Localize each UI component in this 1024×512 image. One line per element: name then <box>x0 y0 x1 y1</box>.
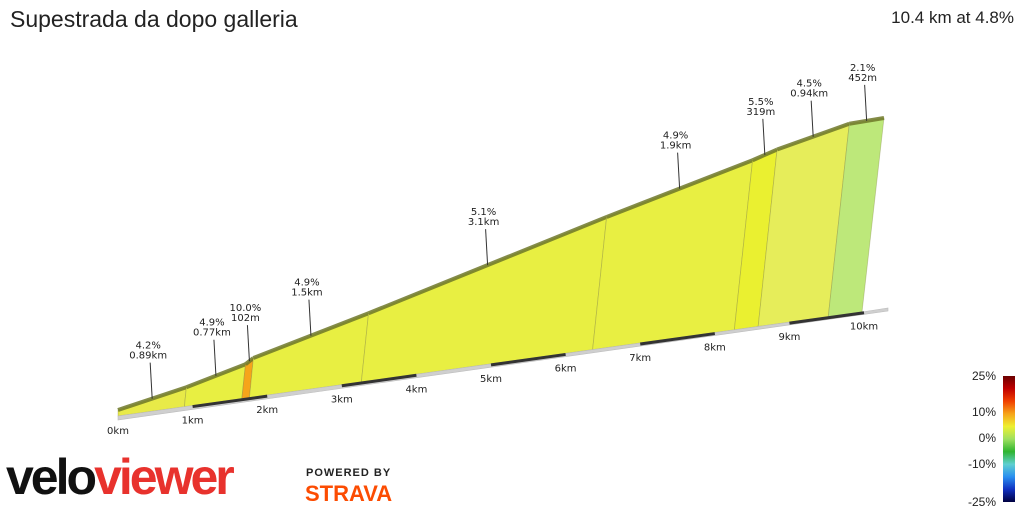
gradient-legend: 25% 10% 0% -10% -25% <box>968 369 1015 509</box>
km-band <box>640 332 716 346</box>
veloviewer-logo-viewer: viewer <box>94 449 235 505</box>
segment-gradient-label: 4.2% <box>135 341 160 352</box>
veloviewer-logo[interactable]: veloviewer <box>6 449 235 505</box>
segment-length-label: 0.94km <box>790 89 828 100</box>
km-tick-label: 10km <box>850 322 878 333</box>
segment-leader-line <box>810 100 814 137</box>
segment-length-label: 102m <box>231 313 260 324</box>
veloviewer-logo-velo: velo <box>6 449 97 505</box>
segment-leader-line <box>308 299 312 336</box>
segment-labels: 4.2%0.89km4.9%0.77km10.0%102m4.9%1.5km5.… <box>129 63 877 399</box>
segment-leader-line <box>864 84 868 121</box>
segment-gradient-label: 4.9% <box>294 278 319 289</box>
legend-tick-label: -25% <box>968 495 996 509</box>
segment-length-label: 0.77km <box>193 328 231 339</box>
km-band <box>490 352 566 367</box>
segment-gradient-label: 4.5% <box>796 79 821 90</box>
km-tick-label: 6km <box>555 363 577 374</box>
legend-tick-label: 25% <box>972 369 996 383</box>
km-tick-label: 8km <box>704 343 726 354</box>
km-tick-label: 3km <box>331 395 353 406</box>
segment-top-edge <box>605 158 754 219</box>
km-tick-label: 0km <box>107 426 129 437</box>
segment-leader-line <box>485 229 489 266</box>
km-band <box>192 394 268 409</box>
segment-face <box>592 159 754 351</box>
legend-tick-label: 0% <box>979 431 997 445</box>
segment-leader-line <box>246 325 250 362</box>
segment-gradient-label: 4.9% <box>199 318 224 329</box>
segment-leader-line <box>149 362 153 399</box>
legend-tick-label: 10% <box>972 405 996 419</box>
segment-leader-line <box>213 339 217 376</box>
km-band <box>341 373 417 388</box>
segment-top-edge <box>776 121 850 152</box>
km-tick-label: 4km <box>405 384 427 395</box>
km-tick-label: 5km <box>480 374 502 385</box>
segment-gradient-label: 2.1% <box>850 63 875 74</box>
km-tick-label: 7km <box>629 353 651 364</box>
strava-logo[interactable]: STRAVA <box>305 481 393 506</box>
segment-length-label: 319m <box>746 107 775 118</box>
segment-top-edge <box>252 311 370 360</box>
segment-length-label: 1.5km <box>291 288 322 299</box>
legend-color-bar <box>1003 376 1015 502</box>
segment-gradient-label: 5.5% <box>748 97 773 108</box>
km-band <box>789 311 865 325</box>
segment-leader-line <box>677 152 681 189</box>
segment-length-label: 0.89km <box>129 351 167 362</box>
profile-faces <box>117 116 885 417</box>
distance-axis: 0km 1km 2km 3km 4km 5km 6km 7km 8km 9km 10km <box>107 311 878 437</box>
segment-length-label: 452m <box>848 73 877 84</box>
powered-by-label: POWERED BY <box>306 467 392 479</box>
segment-gradient-label: 5.1% <box>471 207 496 218</box>
segment-leader-line <box>762 118 766 155</box>
climb-summary: 10.4 km at 4.8% <box>891 8 1014 27</box>
segment-gradient-label: 4.9% <box>663 131 688 142</box>
page-title: Supestrada da dopo galleria <box>10 6 298 32</box>
segment-length-label: 3.1km <box>468 217 499 228</box>
segment-gradient-label: 10.0% <box>230 303 262 314</box>
segment-length-label: 1.9km <box>660 141 691 152</box>
legend-tick-label: -10% <box>968 457 996 471</box>
km-tick-label: 9km <box>778 332 800 343</box>
km-tick-label: 2km <box>256 405 278 416</box>
km-tick-label: 1km <box>182 416 204 427</box>
